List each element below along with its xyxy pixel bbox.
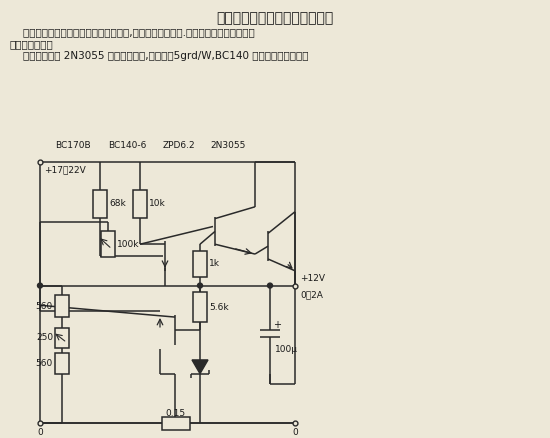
Bar xyxy=(133,190,147,218)
Text: ZPD6.2: ZPD6.2 xyxy=(163,141,196,150)
Text: 该电路将给定值与实际值电压之差放大,放大系数可以调节.它有较高的稳压系数和较: 该电路将给定值与实际值电压之差放大,放大系数可以调节.它有较高的稳压系数和较 xyxy=(10,28,255,38)
Circle shape xyxy=(37,283,42,288)
Bar xyxy=(93,190,107,218)
Bar xyxy=(193,293,207,322)
Bar xyxy=(162,417,190,430)
Text: +17～22V: +17～22V xyxy=(44,166,86,174)
Text: +: + xyxy=(273,320,281,330)
Text: 560: 560 xyxy=(36,302,53,311)
Bar xyxy=(55,328,69,348)
Text: 0: 0 xyxy=(292,428,298,438)
Text: 560: 560 xyxy=(36,359,53,368)
Text: 0～2A: 0～2A xyxy=(300,290,323,300)
Text: 10k: 10k xyxy=(149,199,166,208)
Polygon shape xyxy=(192,360,208,374)
Text: 采用电压放大器的串联稳压电路: 采用电压放大器的串联稳压电路 xyxy=(216,11,334,25)
Text: 小的输出电阻。: 小的输出电阻。 xyxy=(10,39,54,49)
Text: 68k: 68k xyxy=(109,199,126,208)
Text: 100μ: 100μ xyxy=(275,345,298,354)
Text: 5.6k: 5.6k xyxy=(209,303,229,312)
Bar xyxy=(55,295,69,317)
Circle shape xyxy=(267,283,272,288)
Circle shape xyxy=(197,283,202,288)
Text: BC140-6: BC140-6 xyxy=(108,141,146,150)
Text: 1k: 1k xyxy=(209,259,220,268)
Text: 0.15: 0.15 xyxy=(165,409,185,418)
Bar xyxy=(193,251,207,277)
Text: 250: 250 xyxy=(36,333,53,342)
Text: 100k: 100k xyxy=(117,240,140,249)
Text: BC170B: BC170B xyxy=(55,141,91,150)
Text: 在输出晶体管 2N3055 上装有散热板,其热阻＜5grd/W,BC140 也必须安装散热器。: 在输出晶体管 2N3055 上装有散热板,其热阻＜5grd/W,BC140 也必… xyxy=(10,51,309,61)
Bar xyxy=(55,353,69,374)
Bar xyxy=(101,231,115,257)
Text: 0: 0 xyxy=(37,428,43,438)
Text: 2N3055: 2N3055 xyxy=(210,141,245,150)
Text: +12V: +12V xyxy=(300,274,325,283)
